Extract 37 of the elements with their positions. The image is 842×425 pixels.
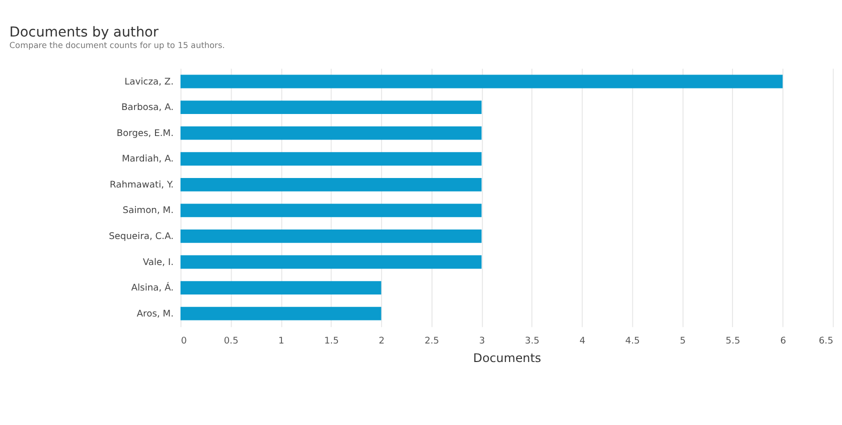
x-tick-label: 0.5 — [224, 336, 239, 347]
y-tick-label: Aros, M. — [136, 308, 174, 320]
x-tick-label: 3 — [479, 336, 486, 347]
bar — [180, 152, 482, 166]
x-axis-title: Documents — [473, 351, 542, 365]
y-tick-label: Saimon, M. — [122, 205, 174, 216]
y-tick-label: Borges, E.M. — [116, 128, 174, 139]
y-tick-label: Sequeira, C.A. — [108, 230, 174, 242]
y-tick-label: Mardiah, A. — [122, 154, 174, 165]
chart-subtitle: Compare the document counts for up to 15 authors. — [9, 40, 225, 50]
bar — [180, 281, 382, 294]
x-tick-label: 1.5 — [324, 336, 339, 347]
bar — [180, 255, 482, 269]
chart-title: Documents by author — [9, 24, 159, 40]
bar — [180, 306, 382, 320]
x-tick-label: 4.5 — [625, 336, 640, 347]
bar — [180, 126, 482, 140]
x-tick-label: 6 — [780, 336, 786, 347]
y-tick-label: Lavicza, Z. — [124, 76, 174, 88]
y-tick-label: Vale, I. — [142, 256, 174, 268]
x-tick-label: 6.5 — [818, 336, 834, 347]
x-tick-label: 1 — [278, 336, 284, 347]
bar — [180, 74, 783, 88]
x-tick-label: 4 — [579, 336, 586, 347]
y-tick-label: Rahmawati, Y. — [110, 179, 174, 190]
y-tick-label: Alsina, Á. — [131, 282, 174, 294]
x-tick-label: 5.5 — [726, 336, 740, 347]
x-tick-label: 2.5 — [424, 336, 440, 347]
y-tick-label: Barbosa, A. — [121, 102, 174, 114]
x-tick-label: 0 — [180, 336, 187, 347]
bar — [180, 178, 482, 192]
bar — [180, 100, 482, 114]
bar — [180, 230, 482, 243]
x-tick-label: 2 — [378, 336, 385, 347]
bar — [180, 204, 482, 218]
x-tick-label: 5 — [680, 336, 686, 347]
x-tick-label: 3.5 — [524, 336, 540, 347]
